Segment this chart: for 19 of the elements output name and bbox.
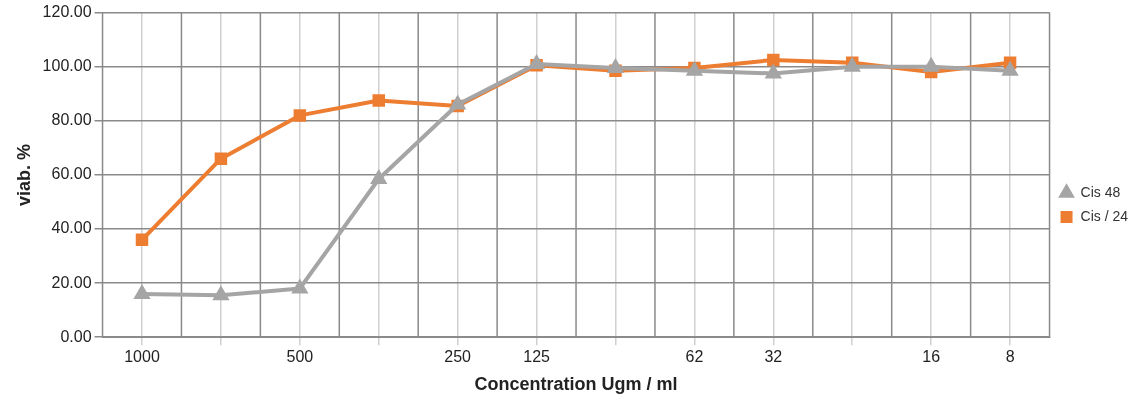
x-tick-label: 250 [444, 348, 472, 366]
y-tick-label: 120.00 [42, 3, 92, 21]
x-tick-label: 8 [1005, 348, 1015, 366]
y-tick-label: 100.00 [42, 57, 92, 75]
x-tick-label: 125 [523, 348, 551, 366]
x-tick-label: 32 [764, 348, 783, 366]
legend-label: Cis / 24 [1080, 207, 1129, 224]
y-tick-label: 80.00 [51, 111, 92, 129]
x-tick-label: 500 [286, 348, 314, 366]
y-tick-label: 0.00 [60, 327, 92, 345]
x-tick-label: 16 [922, 348, 941, 366]
y-tick-label: 40.00 [51, 219, 92, 237]
x-tick-label: 62 [685, 348, 704, 366]
x-tick-label: 1000 [124, 348, 160, 366]
y-tick-label: 20.00 [51, 273, 92, 291]
legend-label: Cis 48 [1080, 183, 1121, 200]
x-axis-title: Concentration Ugm / ml [474, 374, 678, 395]
y-tick-label: 60.00 [51, 165, 92, 183]
y-axis-title: viab. % [13, 143, 34, 206]
